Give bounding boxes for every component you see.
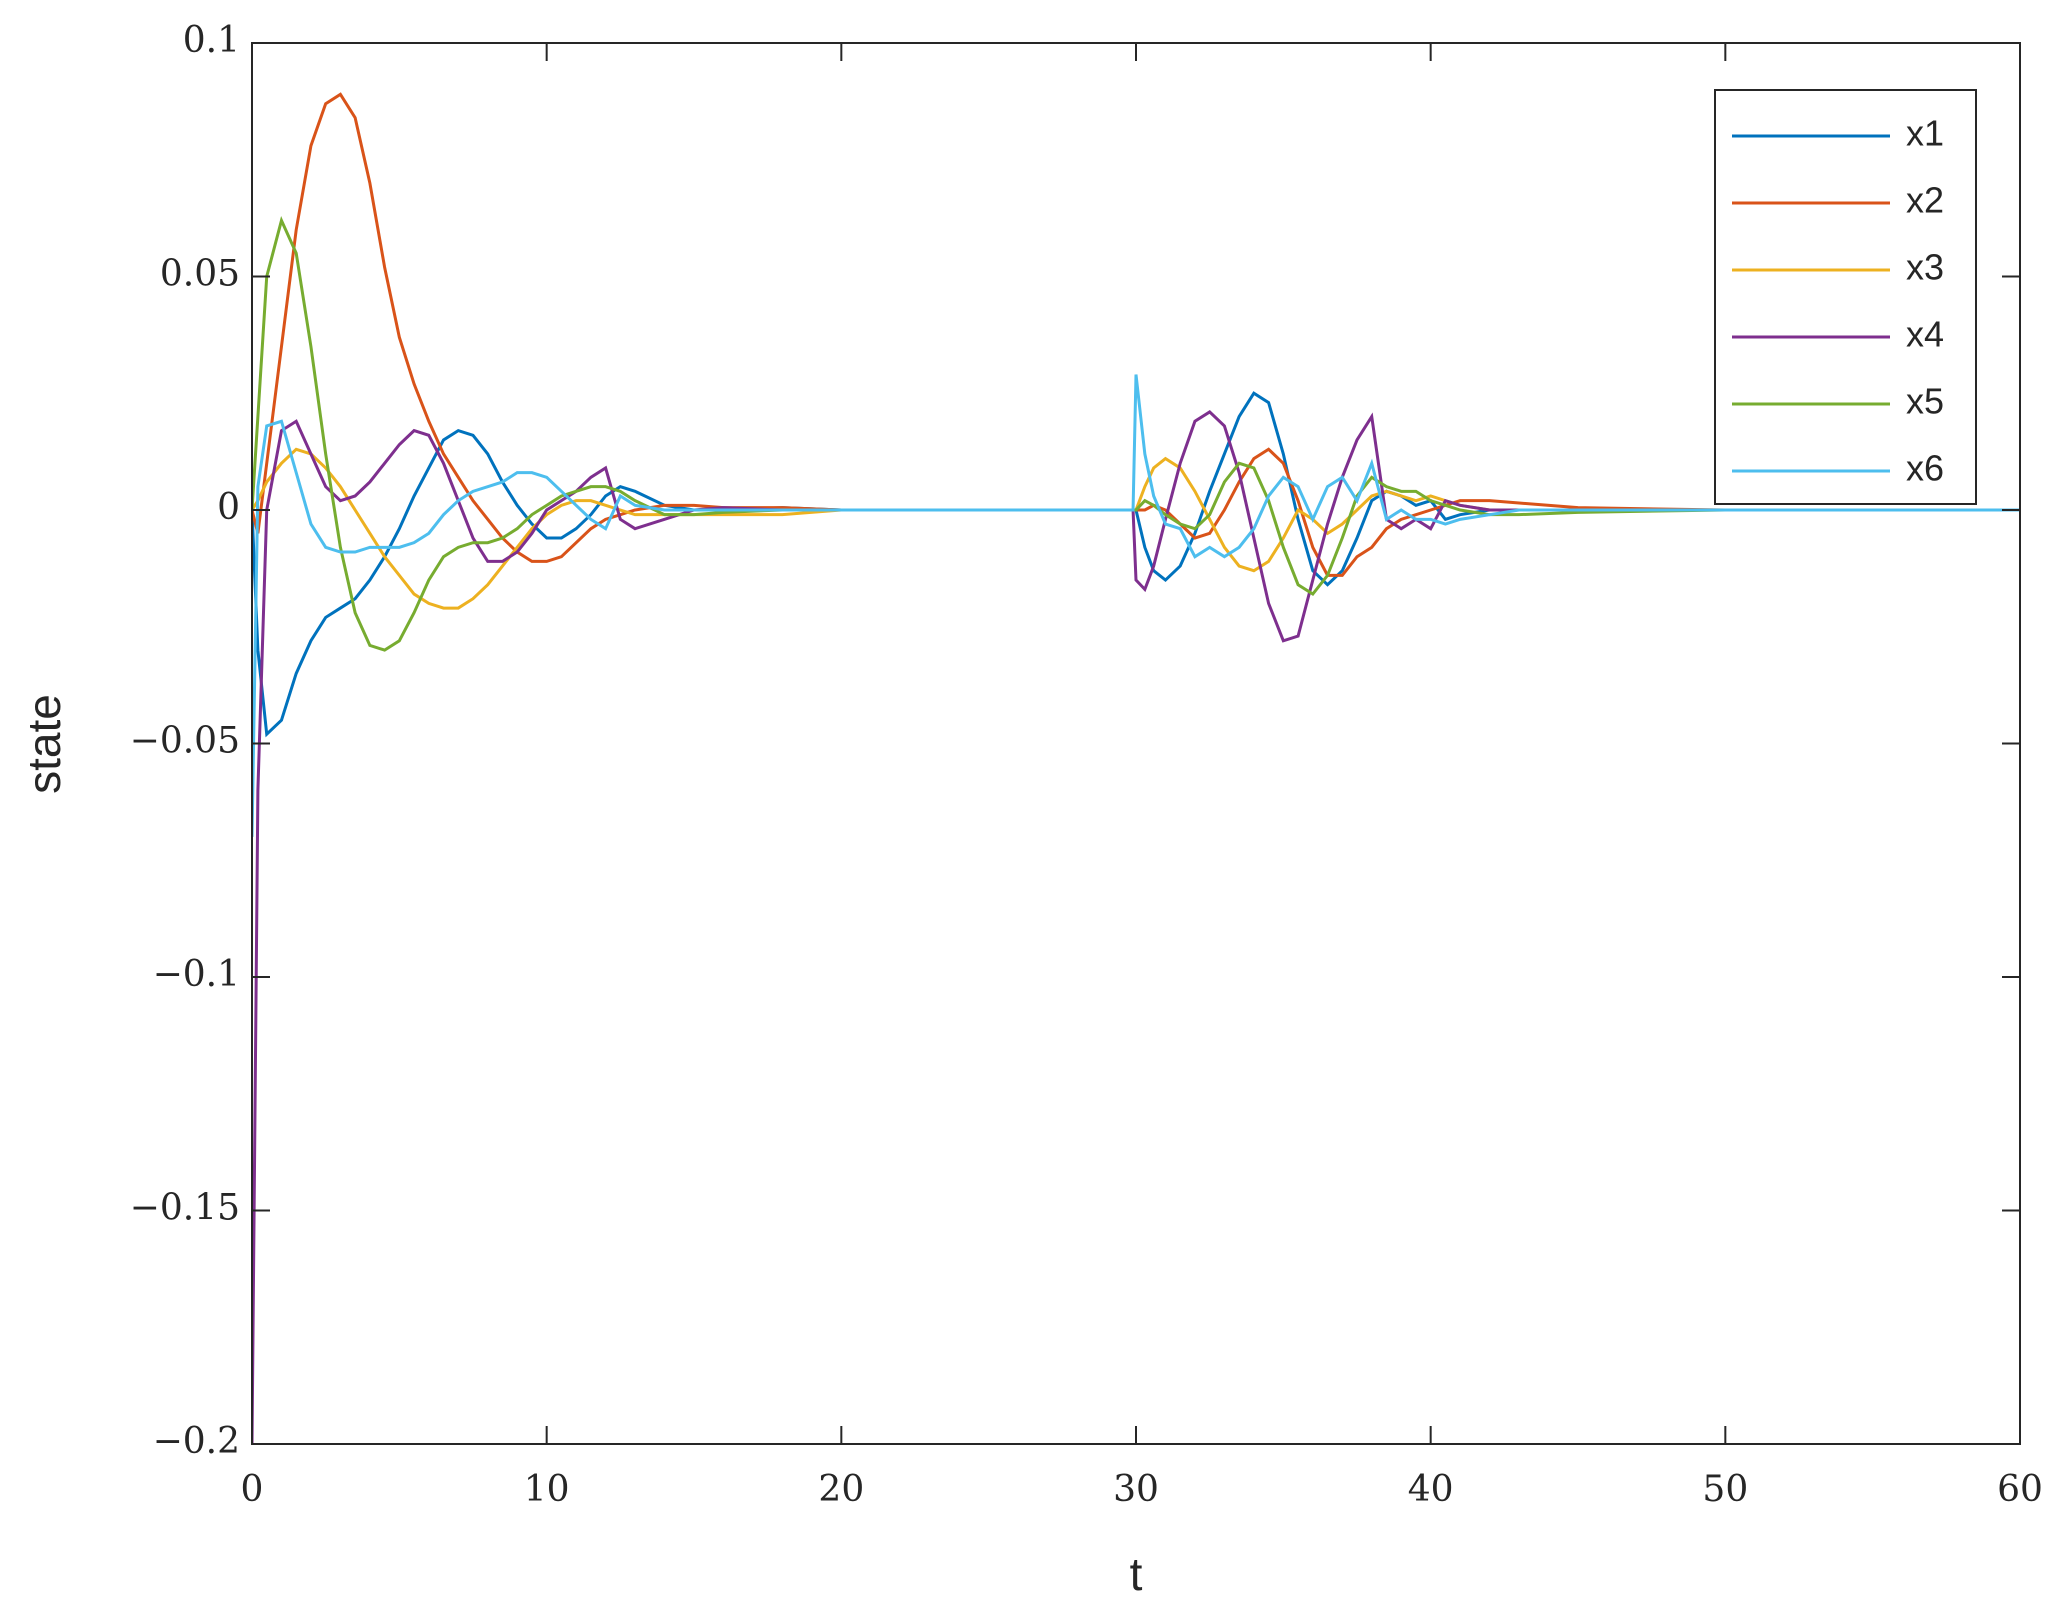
x-tick-label: 10 bbox=[524, 1469, 570, 1510]
x-tick-label: 40 bbox=[1408, 1469, 1454, 1510]
legend-box bbox=[1714, 89, 1977, 505]
legend-label: x6 bbox=[1906, 448, 1944, 489]
y-tick-label: −0.1 bbox=[153, 954, 240, 995]
y-tick-label: 0.05 bbox=[160, 254, 240, 295]
y-tick-label: −0.05 bbox=[130, 721, 240, 762]
y-tick-label: −0.2 bbox=[153, 1421, 240, 1462]
y-axis-label: state bbox=[18, 694, 70, 794]
series-line bbox=[252, 374, 2020, 837]
legend-label: x3 bbox=[1906, 247, 1944, 288]
x-axis-label: t bbox=[1130, 1548, 1143, 1600]
legend-label: x2 bbox=[1906, 180, 1944, 221]
x-tick-label: 0 bbox=[241, 1469, 264, 1510]
y-tick-label: 0 bbox=[217, 487, 240, 528]
x-tick-label: 30 bbox=[1113, 1469, 1159, 1510]
x-tick-label: 20 bbox=[818, 1469, 864, 1510]
legend-label: x4 bbox=[1906, 314, 1944, 355]
x-tick-label: 50 bbox=[1702, 1469, 1748, 1510]
y-tick-label: 0.1 bbox=[183, 20, 240, 61]
legend-label: x1 bbox=[1906, 113, 1944, 154]
y-tick-label: −0.15 bbox=[130, 1188, 240, 1229]
x-tick-label: 60 bbox=[1997, 1469, 2043, 1510]
legend-label: x5 bbox=[1906, 381, 1944, 422]
